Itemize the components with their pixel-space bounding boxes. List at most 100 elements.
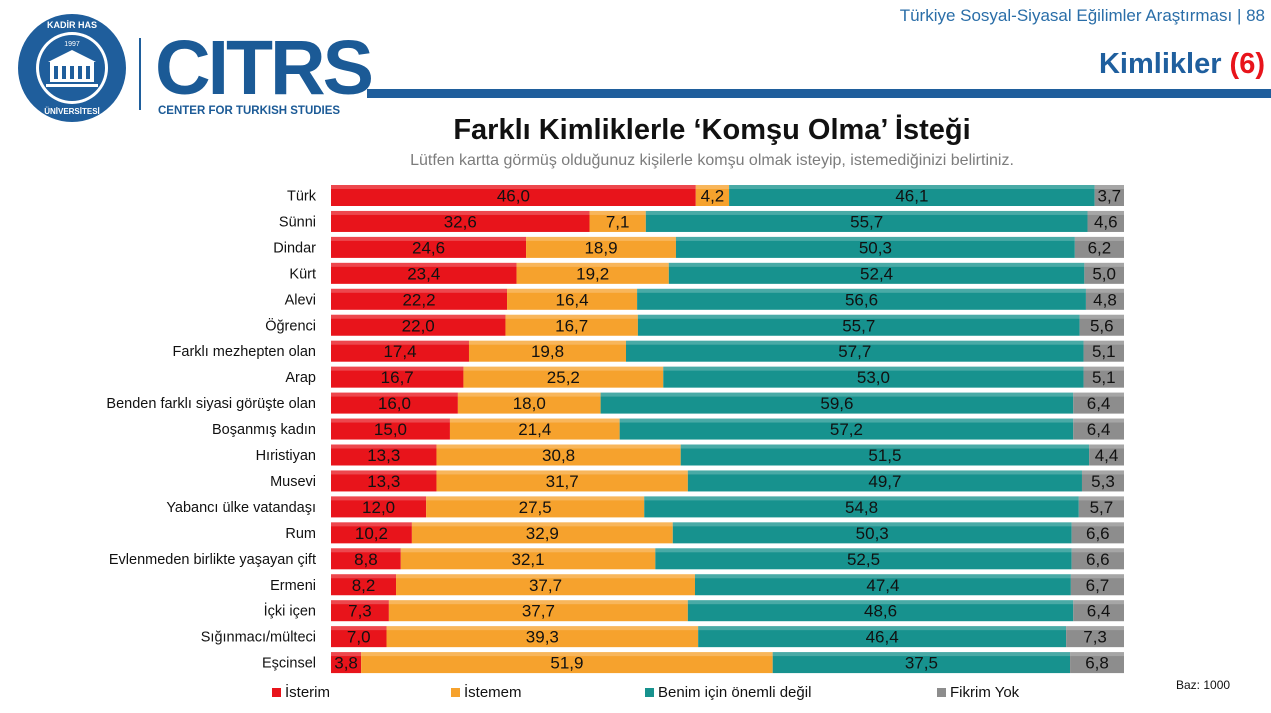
bar-segment-arap-isterim [331,366,464,388]
bar-segment-rum-benim-icin-onemli-degil [672,522,1072,544]
bar-segment-kurt-benim-icin-onemli-degil [668,262,1085,284]
bar-highlight [655,548,1072,553]
bar-highlight [436,470,688,475]
data-label: 6,6 [1086,524,1110,543]
data-label: 53,0 [857,368,890,387]
bar-segment-farkli-mezhepten-olan-fikrim-yok [1083,340,1124,362]
data-label: 19,8 [531,342,564,361]
bar-segment-benden-farkli-siyasi-goruste-olan-benim-icin-onemli-degil [600,392,1074,414]
bar-highlight [331,236,527,241]
legend-label: Benim için önemli değil [658,684,812,701]
bar-highlight [411,522,673,527]
data-label: 6,8 [1085,654,1109,673]
bar-highlight [1087,210,1124,215]
bar-segment-yabanci-ulke-vatandasi-istemem [426,496,645,518]
category-label-musevi: Musevi [270,474,316,490]
data-label: 52,5 [847,550,880,569]
bar-highlight [1071,522,1124,527]
bar-highlight [331,288,508,293]
data-label: 25,2 [547,368,580,387]
legend-label: İsterim [285,684,330,701]
data-label: 57,2 [830,420,863,439]
bar-highlight [1084,262,1124,267]
bar-highlight [331,470,437,475]
bar-segment-sunni-benim-icin-onemli-degil [645,210,1088,232]
bar-segment-arap-benim-icin-onemli-degil [663,366,1084,388]
data-label: 46,4 [866,628,899,647]
data-label: 4,8 [1093,290,1117,309]
bar-segment-escinsel-isterim [331,652,362,674]
category-label-alevi: Alevi [285,292,316,308]
legend-item-fikrim-yok: Fikrim Yok [937,684,1019,701]
bar-segment-arap-fikrim-yok [1083,366,1124,388]
bar-highlight [331,548,401,553]
data-label: 6,2 [1088,238,1112,257]
category-label-ogrenci: Öğrenci [265,316,316,334]
bar-highlight [637,288,1086,293]
legend-label: Fikrim Yok [950,684,1020,701]
data-label: 5,1 [1092,342,1116,361]
bar-segment-farkli-mezhepten-olan-benim-icin-onemli-degil [625,340,1084,362]
bar-segment-rum-istemem [411,522,673,544]
bar-highlight [526,236,676,241]
data-label: 13,3 [367,472,400,491]
bar-segment-musevi-benim-icin-onemli-degil [687,470,1082,492]
brand-letters: CITRS [155,25,374,111]
bar-highlight [331,185,696,189]
data-label: 22,0 [402,316,435,335]
bar-highlight [1083,366,1124,371]
bar-segment-siginmaci-multeci-benim-icin-onemli-degil [698,626,1067,648]
bar-segment-evlenmeden-birlikte-yasayan-cift-fikrim-yok [1071,548,1124,570]
bar-segment-escinsel-fikrim-yok [1070,652,1124,674]
data-label: 54,8 [845,498,878,517]
category-label-farkli-mezhepten-olan: Farklı mezhepten olan [173,344,316,360]
bar-highlight [680,444,1090,449]
bar-segment-kurt-fikrim-yok [1084,262,1124,284]
bar-segment-evlenmeden-birlikte-yasayan-cift-isterim [331,548,401,570]
brand-subtitle: CENTER FOR TURKISH STUDIES [158,105,341,117]
bar-segment-rum-fikrim-yok [1071,522,1124,544]
category-label-siginmaci-multeci: Sığınmacı/mülteci [201,630,316,646]
bar-segment-icki-icen-benim-icin-onemli-degil [687,600,1074,622]
bar-highlight [507,288,638,293]
data-label: 55,7 [850,212,883,231]
bar-highlight [694,574,1071,579]
data-label: 22,2 [402,290,435,309]
data-label: 32,9 [526,524,559,543]
data-label: 47,4 [866,576,899,595]
bar-segment-escinsel-benim-icin-onemli-degil [772,652,1071,674]
data-label: 4,6 [1094,212,1118,231]
bar-segment-kurt-isterim [331,262,517,284]
data-label: 24,6 [412,238,445,257]
bar-highlight [1073,600,1124,605]
bar-segment-ermeni-istemem [396,574,695,596]
bar-segment-yabanci-ulke-vatandasi-isterim [331,496,427,518]
bar-segment-alevi-istemem [507,288,638,310]
bar-highlight [1073,392,1124,397]
bar-highlight [600,392,1074,397]
bar-segment-musevi-istemem [436,470,688,492]
base-note: Baz: 1000 [1176,678,1231,692]
bar-segment-hiristiyan-fikrim-yok [1089,444,1124,466]
bar-segment-benden-farkli-siyasi-goruste-olan-isterim [331,392,458,414]
bar-highlight [516,262,669,267]
data-label: 3,8 [334,654,358,673]
report-title: Türkiye Sosyal-Siyasal Eğilimler Araştır… [899,6,1265,25]
bar-highlight [637,314,1080,319]
bar-highlight [1094,185,1124,189]
bar-highlight [388,600,688,605]
bar-highlight [505,314,638,319]
bar-segment-ogrenci-istemem [505,314,638,336]
data-label: 18,9 [584,238,617,257]
bar-segment-sunni-fikrim-yok [1087,210,1124,232]
bar-segment-dindar-benim-icin-onemli-degil [675,236,1075,258]
bar-highlight [1078,496,1124,501]
citrs-logo: CITRS CENTER FOR TURKISH STUDIES [155,28,374,123]
data-label: 32,6 [444,212,477,231]
category-label-hiristiyan: Hıristiyan [256,448,316,464]
bar-highlight [361,652,773,657]
data-label: 6,7 [1086,576,1110,595]
logo-divider [139,38,141,110]
data-label: 12,0 [362,498,395,517]
data-label: 16,7 [555,316,588,335]
